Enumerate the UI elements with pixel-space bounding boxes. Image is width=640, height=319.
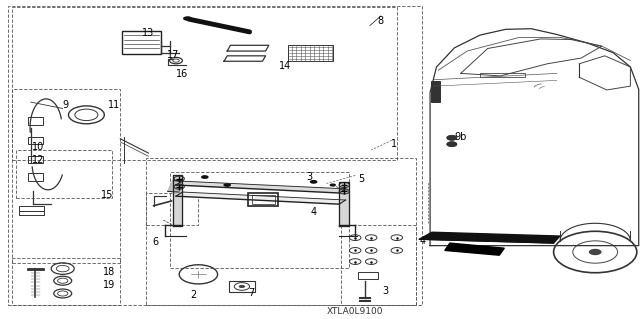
Polygon shape: [173, 175, 182, 226]
Polygon shape: [445, 243, 504, 255]
Circle shape: [330, 183, 336, 187]
Text: 13: 13: [142, 27, 155, 38]
Circle shape: [239, 285, 245, 288]
Polygon shape: [419, 232, 560, 243]
Text: 4: 4: [310, 207, 317, 217]
Bar: [288, 45, 333, 61]
Text: 5: 5: [358, 174, 365, 184]
Text: 8: 8: [378, 16, 384, 26]
Text: 9: 9: [62, 100, 68, 110]
Polygon shape: [339, 182, 349, 226]
Circle shape: [201, 175, 209, 179]
Polygon shape: [176, 192, 346, 204]
Bar: [146, 193, 198, 225]
Text: 7: 7: [248, 288, 254, 298]
Bar: [19, 206, 44, 211]
Text: 2: 2: [190, 290, 196, 300]
Text: 11: 11: [108, 100, 120, 110]
Bar: [28, 117, 43, 125]
Bar: [480, 73, 525, 77]
Bar: [248, 193, 278, 206]
Text: 6: 6: [152, 237, 159, 248]
Text: 10: 10: [32, 142, 45, 152]
Text: 16: 16: [176, 69, 189, 79]
Text: 18: 18: [102, 267, 115, 277]
Bar: [146, 158, 416, 305]
Text: 17: 17: [166, 50, 179, 60]
Bar: [28, 156, 43, 163]
Text: 3: 3: [382, 286, 388, 296]
Circle shape: [310, 180, 317, 184]
Bar: [170, 172, 349, 268]
Bar: [28, 173, 43, 181]
Text: XTLA0L9100: XTLA0L9100: [327, 307, 383, 315]
Text: 12: 12: [31, 155, 44, 165]
Text: 15: 15: [101, 189, 114, 200]
Polygon shape: [176, 181, 346, 193]
Text: 3: 3: [306, 172, 312, 182]
Bar: [8, 6, 422, 305]
Bar: [431, 81, 440, 102]
Bar: [358, 272, 378, 279]
Text: 4: 4: [419, 236, 426, 246]
Bar: [122, 31, 161, 54]
Text: 1: 1: [390, 139, 397, 149]
Text: 9b: 9b: [454, 131, 467, 142]
Bar: [12, 258, 120, 305]
Circle shape: [589, 249, 602, 255]
Circle shape: [447, 135, 457, 140]
Circle shape: [223, 183, 231, 187]
Bar: [16, 150, 112, 198]
Bar: [12, 89, 120, 263]
Bar: [28, 137, 43, 144]
Bar: [341, 225, 416, 305]
Bar: [19, 211, 44, 215]
Bar: [12, 7, 397, 160]
Bar: [252, 195, 275, 204]
Circle shape: [447, 142, 457, 147]
Bar: [229, 281, 255, 292]
Polygon shape: [168, 180, 182, 192]
Circle shape: [183, 16, 192, 21]
Text: 19: 19: [102, 279, 115, 290]
Text: 14: 14: [278, 61, 291, 71]
